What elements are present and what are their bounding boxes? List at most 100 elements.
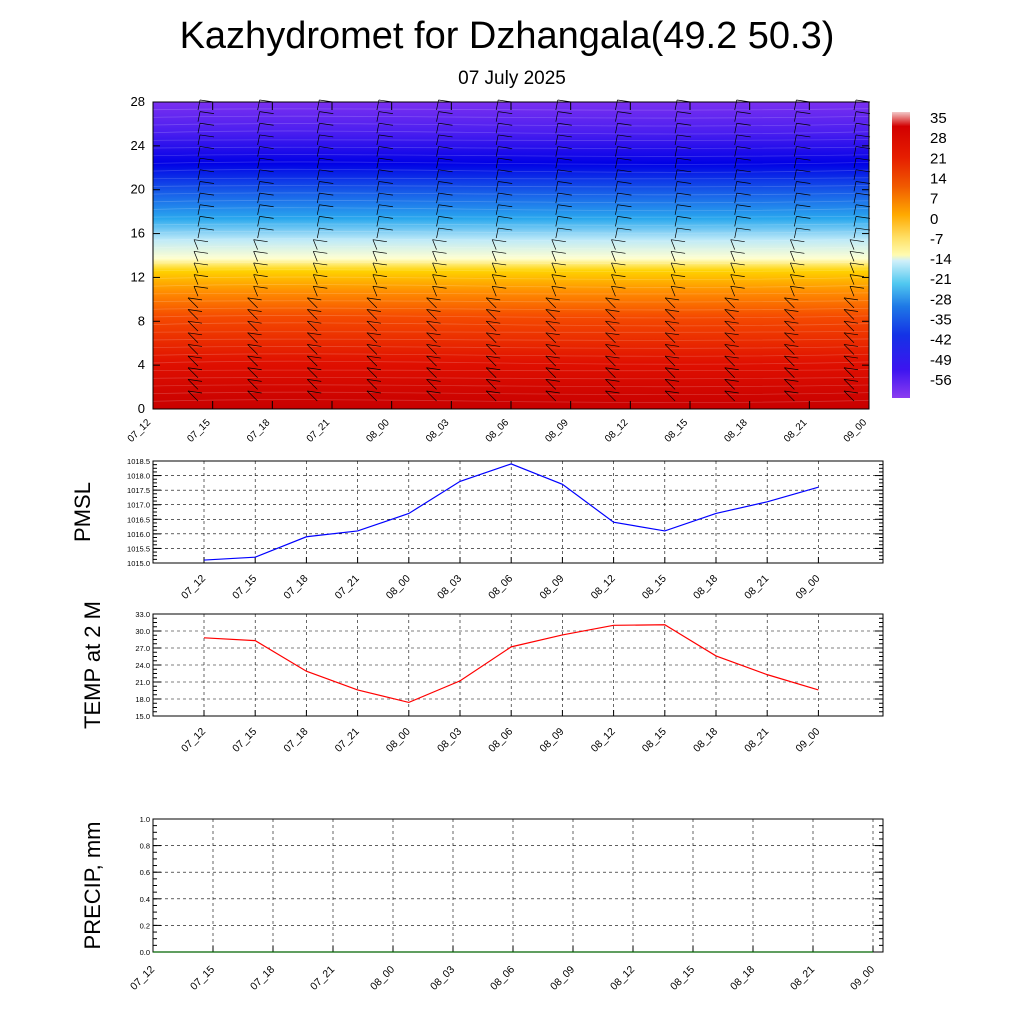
wind-barb xyxy=(605,344,616,355)
wind-barb-feather xyxy=(724,344,739,347)
wind-barb xyxy=(436,181,439,192)
wind-barb-feather xyxy=(432,239,447,243)
wind-barb xyxy=(366,390,378,402)
wind-barb xyxy=(316,181,320,192)
wind-barb-feather xyxy=(617,181,632,184)
x-tick-label: 08_12 xyxy=(603,417,631,445)
wind-barb-feather xyxy=(498,204,513,208)
wind-barb xyxy=(615,216,618,227)
wind-barb-feather xyxy=(849,250,865,254)
wind-barb xyxy=(784,320,795,332)
wind-barb xyxy=(495,181,499,192)
wind-barb-feather xyxy=(199,181,215,184)
x-tick-label: 08_09 xyxy=(543,417,571,445)
wind-barb-feather xyxy=(259,192,274,196)
wind-barb-feather xyxy=(730,274,745,277)
wind-barb xyxy=(724,367,735,378)
wind-barb xyxy=(730,251,736,262)
wind-barb-feather xyxy=(187,344,203,347)
wind-barb xyxy=(843,332,855,344)
wind-barb-feather xyxy=(438,227,453,231)
wind-barb-feather xyxy=(790,262,805,266)
wind-barb xyxy=(253,274,258,285)
pmsl-ylabel: PMSL xyxy=(70,482,95,542)
x-tick-label: 07_18 xyxy=(281,726,310,755)
wind-barb-feather xyxy=(372,262,387,266)
wind-barb-feather xyxy=(545,297,560,301)
wind-barb-feather xyxy=(557,146,572,149)
wind-barb xyxy=(372,239,378,250)
wind-barb xyxy=(784,344,795,355)
wind-barb xyxy=(664,355,676,367)
x-tick-label: 07_15 xyxy=(230,726,259,755)
wind-barb xyxy=(316,227,320,239)
wind-barb xyxy=(724,355,735,367)
wind-barb xyxy=(670,251,676,262)
wind-barb-feather xyxy=(796,122,811,126)
x-tick-label: 08_03 xyxy=(424,417,452,445)
wind-barb-feather xyxy=(199,134,215,138)
x-tick-label: 08_18 xyxy=(691,573,720,602)
wind-barb xyxy=(307,320,318,332)
wind-barb-feather xyxy=(307,344,322,347)
pmsl-panel: 1015.0 1015.5 1016.0 1016.5 1017.0 1017.5 1018… xyxy=(70,457,884,602)
wind-barb xyxy=(432,274,437,285)
wind-barb xyxy=(257,111,260,122)
wind-barb-feather xyxy=(307,332,322,336)
wind-barb-feather xyxy=(319,204,334,208)
wind-barb xyxy=(784,367,795,378)
wind-barb-feather xyxy=(253,262,268,266)
wind-barb-feather xyxy=(796,111,811,114)
y-tick-label: 1018.0 xyxy=(127,472,150,481)
wind-barb xyxy=(734,193,738,204)
wind-barb xyxy=(615,146,618,157)
wind-barb xyxy=(366,320,378,332)
wind-barb-feather xyxy=(736,157,751,161)
wind-barb-feather xyxy=(671,239,686,243)
wind-barb-feather xyxy=(796,227,811,231)
wind-barb xyxy=(730,239,736,250)
wind-barb-feather xyxy=(259,227,274,231)
wind-barb xyxy=(794,134,797,145)
wind-barb xyxy=(307,344,318,355)
wind-barb-feather xyxy=(378,134,393,138)
wind-barb xyxy=(187,309,199,320)
wind-barb xyxy=(611,251,616,262)
wind-barb-feather xyxy=(438,157,453,161)
wind-barb xyxy=(853,169,857,180)
wind-barb xyxy=(853,227,857,239)
wind-barb-feather xyxy=(247,379,262,382)
wind-barb-feather xyxy=(671,262,686,266)
wind-barb xyxy=(193,274,199,285)
wind-barb-feather xyxy=(319,169,334,173)
contour-line xyxy=(152,353,870,357)
wind-barb-feather xyxy=(426,367,441,371)
wind-barb-feather xyxy=(790,274,805,277)
x-tick-label: 08_12 xyxy=(589,573,618,602)
x-tick-label: 09_00 xyxy=(793,726,822,755)
wind-barb-feather xyxy=(855,181,871,184)
x-tick-label: 08_09 xyxy=(537,573,566,602)
wind-barb-feather xyxy=(790,250,805,254)
wind-barb xyxy=(307,332,318,344)
wind-barb-feather xyxy=(665,309,680,312)
wind-barb-feather xyxy=(545,320,560,324)
wind-barb xyxy=(495,111,499,122)
wind-barb xyxy=(495,204,499,215)
wind-barb xyxy=(197,123,201,134)
wind-barb xyxy=(615,204,618,215)
wind-barb xyxy=(436,227,439,239)
wind-barb-feather xyxy=(187,367,203,371)
wind-barb-feather xyxy=(784,309,799,312)
wind-barb-feather xyxy=(671,250,686,254)
wind-barb xyxy=(436,146,439,157)
wind-barb xyxy=(734,181,738,192)
wind-barb xyxy=(426,332,437,344)
wind-barb-feather xyxy=(855,134,871,138)
y-tick-label: 0.6 xyxy=(140,868,150,877)
y-tick-label: 1017.0 xyxy=(127,501,150,510)
contour-line xyxy=(152,130,870,135)
wind-barb-feather xyxy=(313,274,328,277)
wind-barb-feather xyxy=(378,204,393,208)
wind-barb-feather xyxy=(486,379,501,382)
